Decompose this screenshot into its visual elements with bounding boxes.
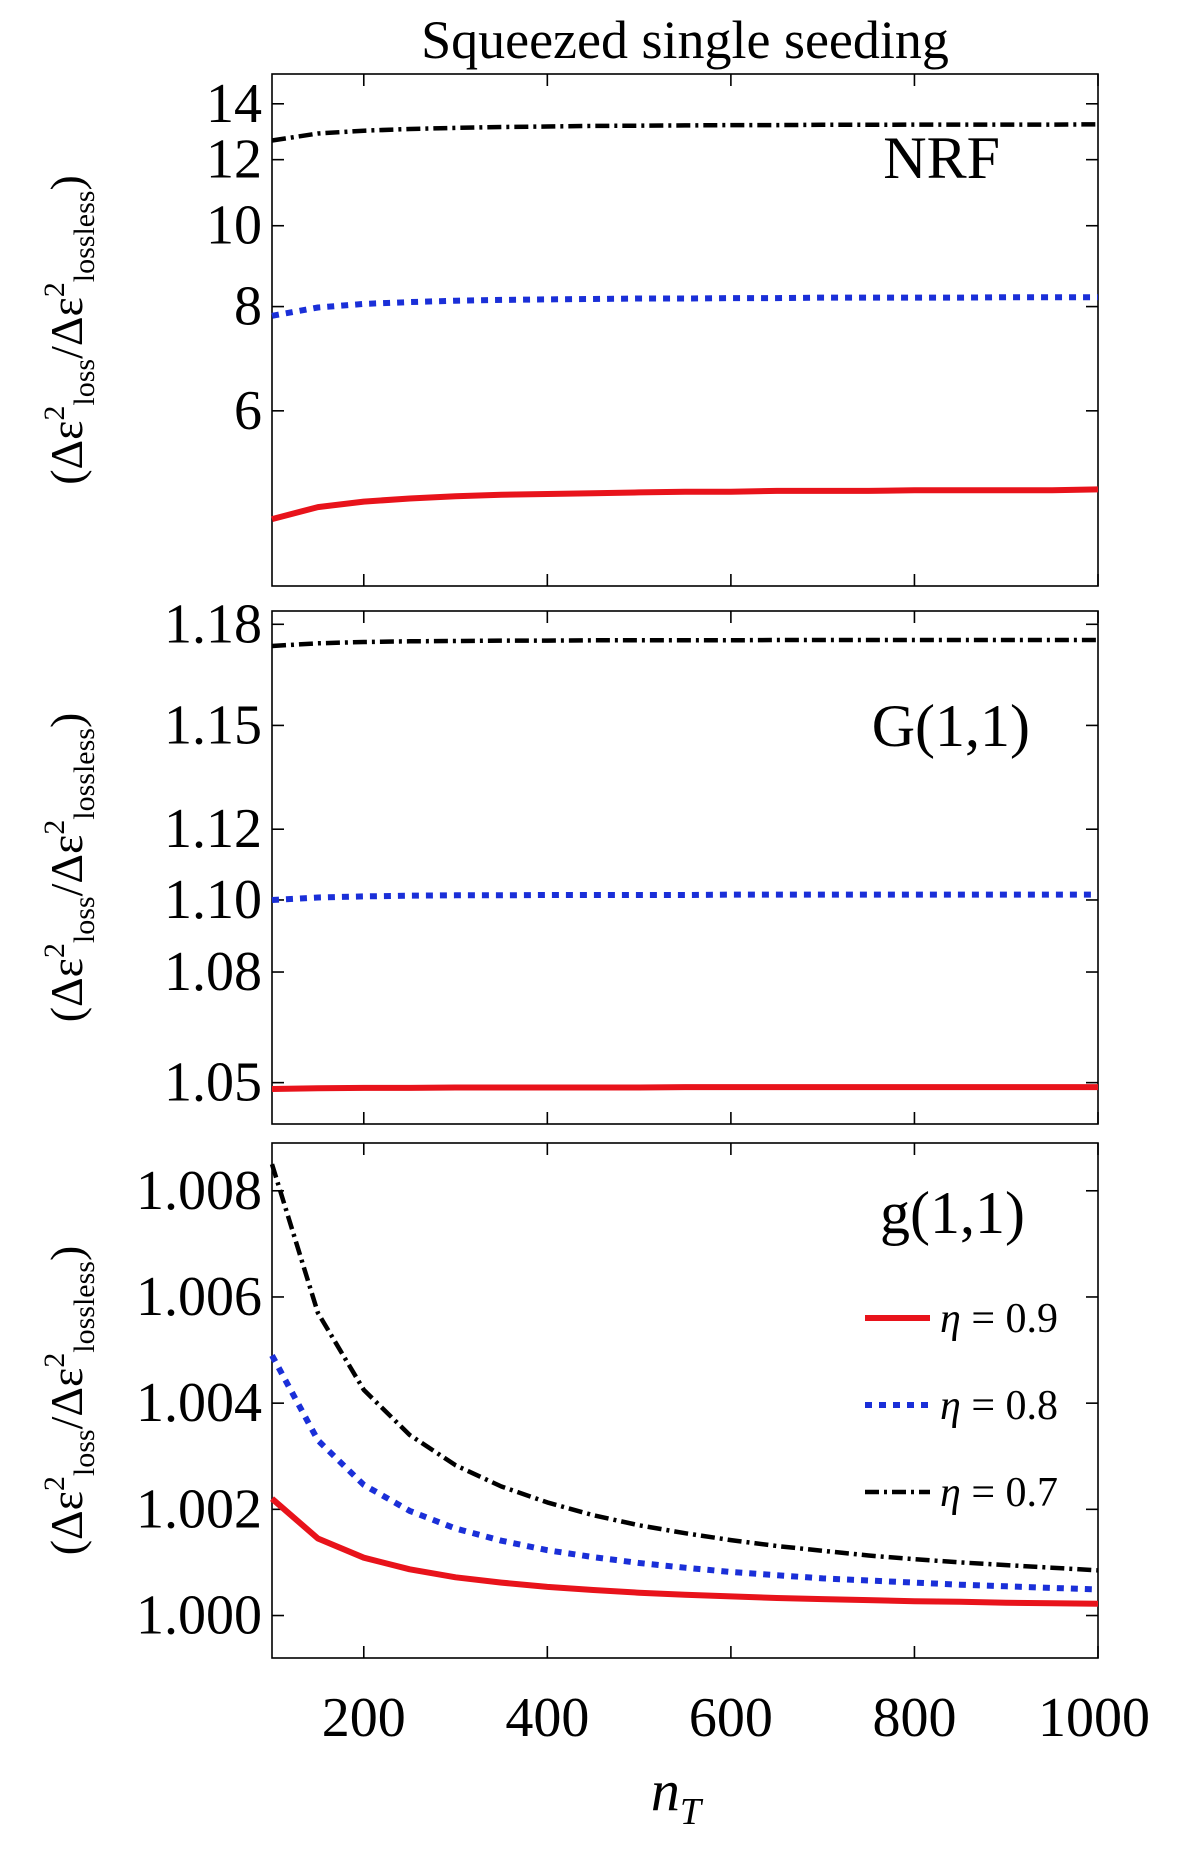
y-label-close: ) — [41, 175, 92, 190]
figure-title: Squeezed single seeding — [421, 10, 949, 70]
y-label-mid: /Δε — [41, 835, 92, 897]
series-line-2 — [269, 1353, 1099, 1593]
x-axis: 200 400 600 800 1000 nT — [322, 1687, 1150, 1833]
y-label-open: (Δε — [41, 1491, 92, 1555]
legend-eta: η — [940, 1296, 961, 1342]
y-tick-label: 1.10 — [164, 869, 262, 931]
legend-label-1: η = 0.9 — [940, 1296, 1058, 1342]
y-tick-label: 1.002 — [136, 1478, 262, 1540]
x-tick-label: 400 — [505, 1687, 589, 1749]
legend-label-2: η = 0.8 — [940, 1383, 1058, 1429]
y-axis-label: (Δε2loss/Δε2lossless) — [38, 175, 101, 485]
x-label-main: n — [651, 1758, 680, 1823]
legend-value: = 0.9 — [961, 1296, 1058, 1342]
y-label-sup1: 2 — [38, 1476, 71, 1491]
x-label-sub: T — [680, 1791, 704, 1833]
y-tick-label: 1.008 — [136, 1160, 262, 1222]
x-axis-label: nT — [651, 1758, 704, 1833]
series-line-1 — [270, 1496, 1099, 1607]
legend-label-3: η = 0.7 — [940, 1470, 1058, 1516]
panel-label: NRF — [883, 125, 1000, 191]
panel-2: 1.051.081.101.121.151.18(Δε2loss/Δε2loss… — [38, 593, 1099, 1125]
y-label-mid: /Δε — [41, 297, 92, 359]
y-tick-label: 1.000 — [136, 1585, 262, 1647]
panel-3: 1.0001.0021.0041.0061.008(Δε2loss/Δε2los… — [38, 1142, 1099, 1659]
legend-eta: η — [940, 1470, 961, 1516]
y-tick-label: 1.08 — [164, 941, 262, 1003]
series-line-1 — [271, 1084, 1098, 1092]
x-tick-label: 200 — [322, 1687, 406, 1749]
y-tick-label: 12 — [206, 129, 262, 191]
y-label-mid: /Δε — [41, 1368, 92, 1430]
y-axis-label: (Δε2loss/Δε2lossless) — [38, 1246, 101, 1556]
panel-label: g(1,1) — [880, 1180, 1025, 1246]
legend: η = 0.9η = 0.8η = 0.7 — [865, 1296, 1058, 1516]
series-line-3 — [271, 122, 1099, 143]
y-label-sub2: lossless — [68, 1261, 101, 1353]
plot-frame — [271, 1142, 1099, 1659]
y-tick-label: 1.12 — [164, 798, 262, 860]
panel-label: G(1,1) — [872, 693, 1030, 759]
y-label-open: (Δε — [41, 421, 92, 485]
y-label-sup1: 2 — [38, 406, 71, 421]
y-label-close: ) — [41, 713, 92, 728]
y-label-sub1: loss — [68, 1429, 101, 1476]
plot-frame — [271, 73, 1099, 587]
y-label-sup2: 2 — [38, 282, 71, 297]
y-axis-label: (Δε2loss/Δε2lossless) — [38, 713, 101, 1023]
y-tick-label: 1.18 — [164, 593, 262, 655]
y-label-open: (Δε — [41, 958, 92, 1022]
y-tick-label: 14 — [206, 73, 262, 135]
y-label-sub2: lossless — [68, 191, 101, 283]
y-tick-label: 10 — [206, 195, 262, 257]
series-line-1 — [271, 486, 1099, 523]
y-tick-label: 8 — [234, 276, 262, 338]
series-line-3 — [271, 637, 1098, 649]
x-tick-label: 800 — [872, 1687, 956, 1749]
y-label-sup2: 2 — [38, 820, 71, 835]
legend-value: = 0.8 — [961, 1383, 1058, 1429]
plot-frame — [271, 610, 1099, 1125]
series-line-3 — [269, 1163, 1099, 1573]
y-label-sup1: 2 — [38, 943, 71, 958]
y-label-sup2: 2 — [38, 1353, 71, 1368]
y-tick-label: 1.004 — [136, 1372, 262, 1434]
x-tick-label: 600 — [689, 1687, 773, 1749]
x-tick-label: 1000 — [1038, 1687, 1150, 1749]
y-label-sub2: lossless — [68, 728, 101, 820]
y-tick-label: 1.15 — [164, 694, 262, 756]
legend-value: = 0.7 — [961, 1470, 1058, 1516]
y-tick-label: 1.05 — [164, 1052, 262, 1114]
y-tick-label: 1.006 — [136, 1266, 262, 1328]
y-tick-label: 6 — [234, 380, 262, 442]
series-line-2 — [271, 294, 1098, 319]
y-label-sub1: loss — [68, 896, 101, 943]
series-line-2 — [271, 891, 1098, 903]
legend-eta: η — [940, 1383, 961, 1429]
y-label-sub1: loss — [68, 359, 101, 406]
y-label-close: ) — [41, 1246, 92, 1261]
